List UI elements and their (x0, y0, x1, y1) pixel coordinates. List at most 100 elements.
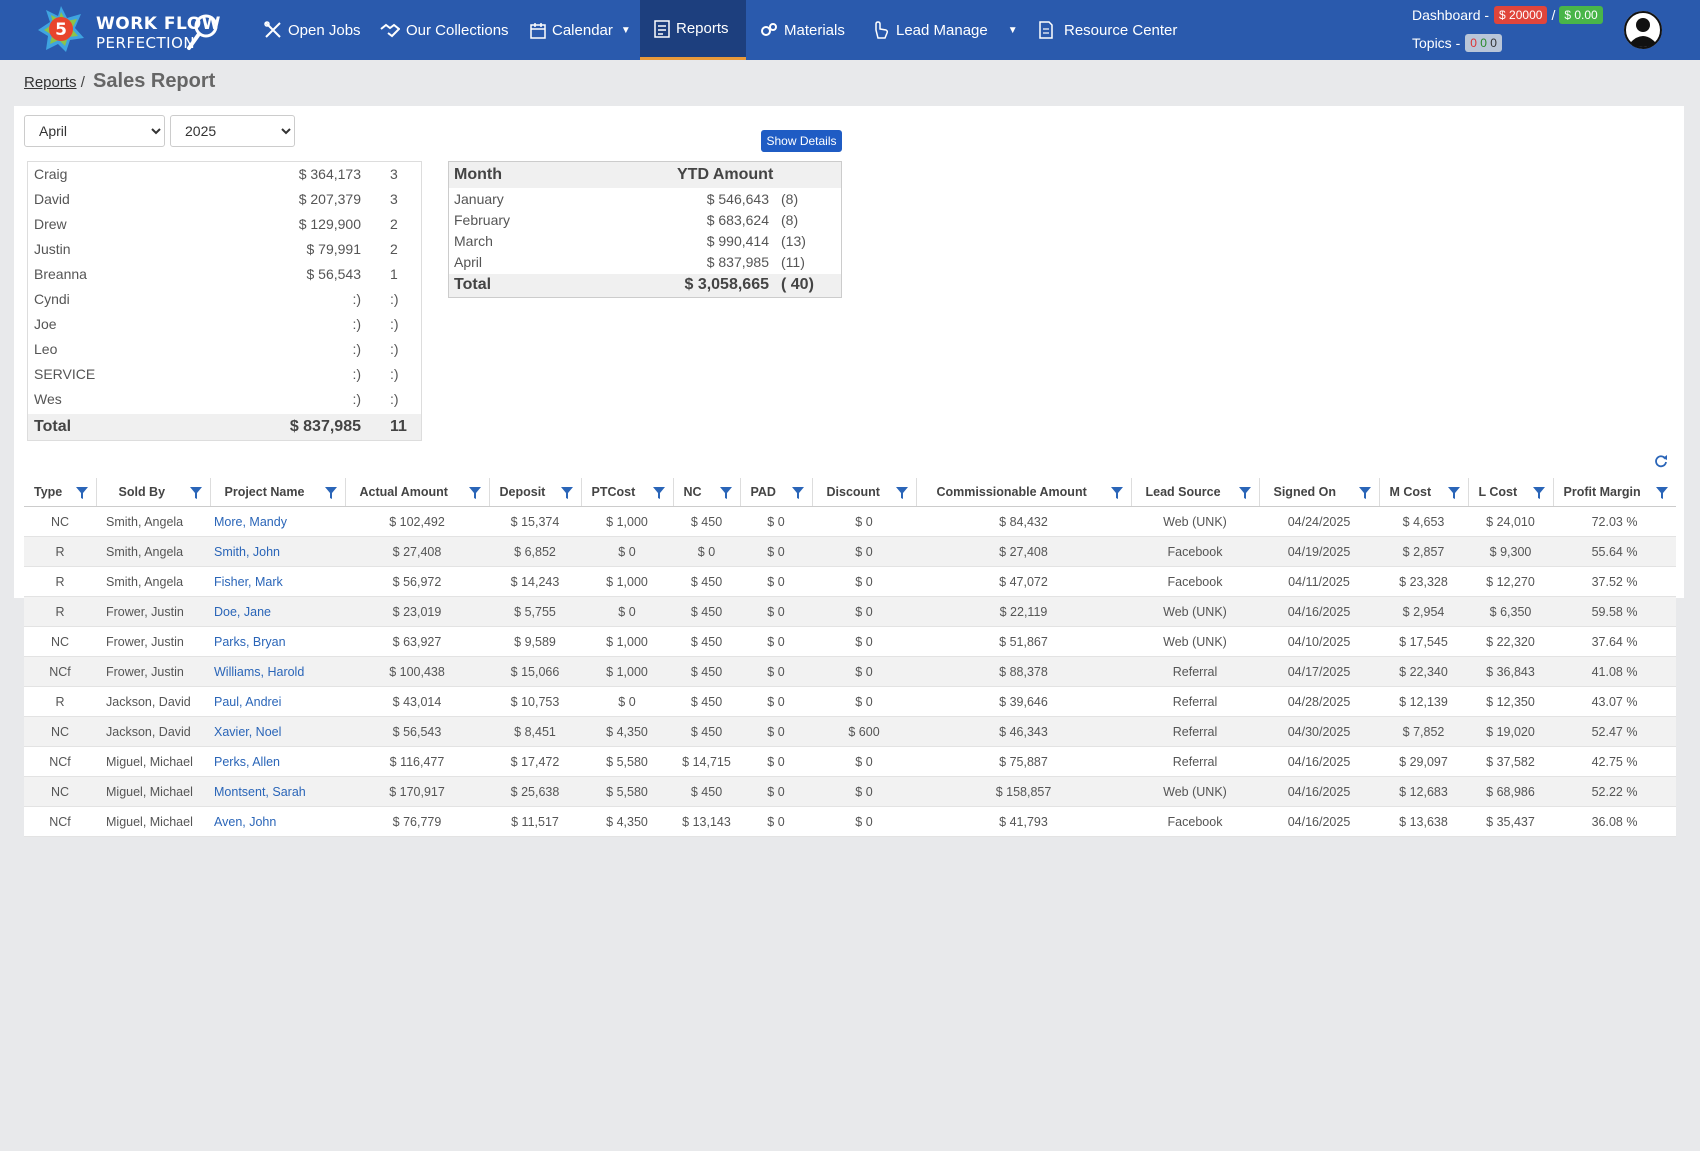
user-avatar[interactable] (1624, 11, 1662, 49)
refresh-icon[interactable] (1654, 454, 1668, 468)
table-row[interactable]: R Smith, Angela Fisher, Mark $ 56,972 $ 14,2… (24, 566, 1676, 597)
nav-lead-manage[interactable]: Lead Manage ▼ (872, 0, 1018, 60)
filter-icon[interactable] (1110, 487, 1123, 499)
nav-calendar[interactable]: Calendar ▼ (530, 0, 631, 60)
filter-icon[interactable] (1358, 487, 1371, 499)
cell-discount: $ 0 (812, 686, 916, 717)
cell-lead-source: Referral (1131, 656, 1259, 687)
year-select[interactable]: 2025 (170, 115, 295, 147)
dashboard-row[interactable]: Dashboard - $ 20000 / $ 0.00 (1412, 6, 1603, 24)
cell-project-name[interactable]: Xavier, Noel (210, 716, 345, 747)
col-m-cost-header[interactable]: M Cost (1379, 478, 1469, 507)
filter-icon[interactable] (324, 487, 337, 499)
summary-amount: $ 129,900 (298, 216, 361, 232)
filter-icon[interactable] (560, 487, 573, 499)
cell-sold-by: Frower, Justin (96, 596, 210, 627)
brand-logo[interactable]: 5 WORK FLOW PERFECTION (36, 4, 226, 56)
summary-count: :) (390, 366, 399, 382)
col-project-name-header[interactable]: Project Name (210, 478, 346, 507)
cell-project-name[interactable]: Aven, John (210, 806, 345, 837)
table-row[interactable]: R Jackson, David Paul, Andrei $ 43,014 $ 10,… (24, 686, 1676, 717)
nav-open-jobs[interactable]: Open Jobs (264, 0, 361, 60)
cell-deposit: $ 15,066 (489, 656, 581, 687)
summary-row: Justin $ 79,991 2 (28, 237, 421, 262)
topics-row[interactable]: Topics - 0 0 0 (1412, 34, 1502, 52)
table-row[interactable]: NCf Frower, Justin Williams, Harold $ 100,4… (24, 656, 1676, 687)
month-select[interactable]: April (24, 115, 165, 147)
summary-name: Breanna (34, 266, 87, 282)
cell-nc: $ 450 (673, 656, 740, 687)
nav-reports[interactable]: Reports (640, 0, 746, 60)
col-commissionable-amount-header[interactable]: Commissionable Amount (916, 478, 1132, 507)
filter-icon[interactable] (791, 487, 804, 499)
table-row[interactable]: NC Miguel, Michael Montsent, Sarah $ 170,91… (24, 776, 1676, 807)
table-row[interactable]: NC Jackson, David Xavier, Noel $ 56,543 $ 8,… (24, 716, 1676, 747)
cell-nc: $ 450 (673, 686, 740, 717)
cell-type: NC (24, 776, 96, 807)
summary-count: :) (390, 341, 399, 357)
filter-icon[interactable] (1447, 487, 1460, 499)
cell-ptcost: $ 4,350 (581, 806, 673, 837)
nav-materials[interactable]: Materials (760, 0, 845, 60)
cell-project-name[interactable]: Fisher, Mark (210, 566, 345, 597)
col-header-label: Type (34, 485, 63, 499)
cell-actual-amount: $ 76,779 (345, 806, 489, 837)
filter-icon[interactable] (468, 487, 481, 499)
top-navbar: 5 WORK FLOW PERFECTION Open Jobs Our Col… (0, 0, 1700, 60)
table-row[interactable]: NCf Miguel, Michael Aven, John $ 76,779 $ 11… (24, 806, 1676, 837)
col-ptcost-header[interactable]: PTCost (581, 478, 674, 507)
col-lead-source-header[interactable]: Lead Source (1131, 478, 1260, 507)
cell-project-name[interactable]: Perks, Allen (210, 746, 345, 777)
cell-type: R (24, 536, 96, 567)
filter-icon[interactable] (719, 487, 732, 499)
show-details-button[interactable]: Show Details (761, 130, 842, 152)
col-signed-on-header[interactable]: Signed On (1259, 478, 1380, 507)
cell-project-name[interactable]: More, Mandy (210, 506, 345, 537)
table-row[interactable]: NC Smith, Angela More, Mandy $ 102,492 $ 15,… (24, 506, 1676, 537)
filter-icon[interactable] (652, 487, 665, 499)
col-deposit-header[interactable]: Deposit (489, 478, 582, 507)
cell-lead-source: Referral (1131, 716, 1259, 747)
cell-project-name[interactable]: Montsent, Sarah (210, 776, 345, 807)
col-discount-header[interactable]: Discount (812, 478, 917, 507)
summary-amount: :) (352, 316, 361, 332)
summary-row: Leo:):) (28, 337, 421, 362)
cell-project-name[interactable]: Paul, Andrei (210, 686, 345, 717)
col-nc-header[interactable]: NC (673, 478, 741, 507)
col-actual-amount-header[interactable]: Actual Amount (345, 478, 490, 507)
summary-row: Breanna $ 56,543 1 (28, 262, 421, 287)
table-row[interactable]: NCf Miguel, Michael Perks, Allen $ 116,477 $… (24, 746, 1676, 777)
col-l-cost-header[interactable]: L Cost (1468, 478, 1554, 507)
cell-project-name[interactable]: Smith, John (210, 536, 345, 567)
nav-resource-center[interactable]: Resource Center (1038, 0, 1177, 60)
cell-pad: $ 0 (740, 776, 812, 807)
filter-icon[interactable] (1656, 487, 1668, 499)
summary-count: :) (390, 291, 399, 307)
cell-ptcost: $ 1,000 (581, 506, 673, 537)
cell-project-name[interactable]: Doe, Jane (210, 596, 345, 627)
col-sold-by-header[interactable]: Sold By (96, 478, 211, 507)
breadcrumb-reports-link[interactable]: Reports (24, 74, 77, 91)
filter-icon[interactable] (895, 487, 908, 499)
col-pad-header[interactable]: PAD (740, 478, 813, 507)
filter-icon[interactable] (1238, 487, 1251, 499)
col-type-header[interactable]: Type (24, 478, 97, 507)
cell-sold-by: Miguel, Michael (96, 776, 210, 807)
filter-icon[interactable] (1532, 487, 1545, 499)
summary-amount: :) (352, 291, 361, 307)
table-row[interactable]: NC Frower, Justin Parks, Bryan $ 63,927 $ 9,… (24, 626, 1676, 657)
nav-our-collections[interactable]: Our Collections (380, 0, 509, 60)
col-profit-margin-header[interactable]: Profit Margin (1553, 478, 1676, 507)
cell-signed-on: 04/30/2025 (1259, 716, 1379, 747)
cell-pad: $ 0 (740, 506, 812, 537)
filter-icon[interactable] (189, 487, 202, 499)
filter-icon[interactable] (75, 487, 88, 499)
sales-table: Type Sold By Project Name Actual Amount … (24, 478, 1676, 837)
cell-project-name[interactable]: Parks, Bryan (210, 626, 345, 657)
table-row[interactable]: R Smith, Angela Smith, John $ 27,408 $ 6,852… (24, 536, 1676, 567)
table-row[interactable]: R Frower, Justin Doe, Jane $ 23,019 $ 5,755 $… (24, 596, 1676, 627)
cell-project-name[interactable]: Williams, Harold (210, 656, 345, 687)
ytd-row: March $ 990,414 (13) (449, 233, 841, 254)
cell-ptcost: $ 0 (581, 596, 673, 627)
cell-deposit: $ 6,852 (489, 536, 581, 567)
